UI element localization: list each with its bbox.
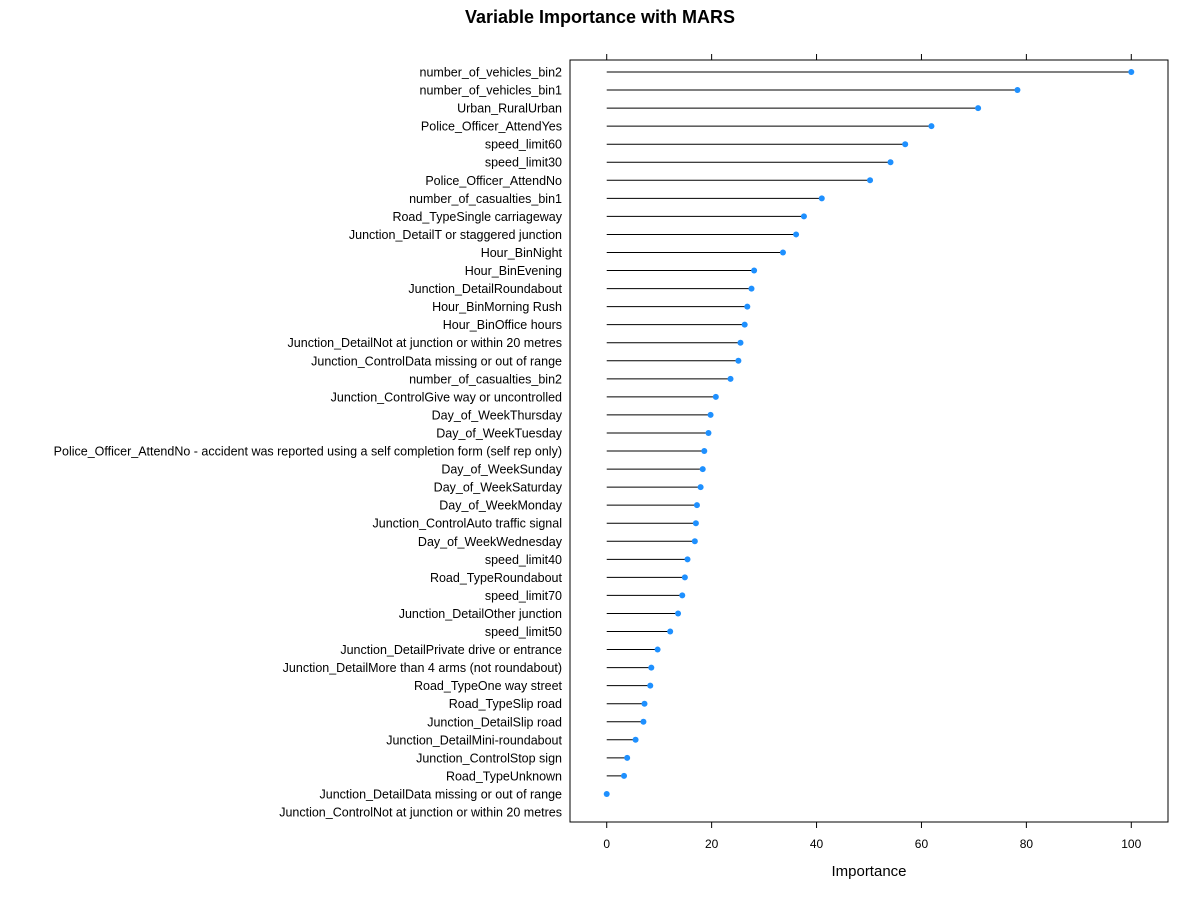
category-label: Junction_DetailSlip road [427,715,562,729]
importance-point [675,610,682,617]
importance-point [975,105,982,112]
category-label: Day_of_WeekSaturday [434,481,563,495]
importance-point [641,700,648,707]
importance-point [818,195,825,202]
importance-point [654,646,661,653]
importance-point [679,592,686,599]
importance-point [793,231,800,238]
importance-point [800,213,807,220]
importance-point [737,339,744,346]
importance-point [744,303,751,310]
importance-point [707,411,714,418]
category-label: number_of_vehicles_bin2 [420,66,563,80]
importance-point [705,429,712,436]
importance-point [727,375,734,382]
importance-point [699,466,706,473]
importance-point [867,177,874,184]
category-label: speed_limit50 [485,625,562,639]
importance-point [603,790,610,797]
importance-point [684,556,691,563]
importance-point [681,574,688,581]
category-label: Day_of_WeekTuesday [436,426,563,440]
importance-point [693,502,700,509]
category-label: Junction_DetailData missing or out of ra… [320,787,563,801]
category-label: Road_TypeUnknown [446,769,562,783]
top-axis-ticks [606,54,1132,60]
category-label: Hour_BinMorning Rush [432,300,562,314]
category-label: Junction_DetailNot at junction or within… [288,336,562,350]
importance-point [751,267,758,274]
category-label: Day_of_WeekThursday [432,408,563,422]
category-label: Junction_DetailOther junction [399,607,562,621]
importance-point [692,520,699,527]
category-label: number_of_casualties_bin2 [409,372,562,386]
bottom-axis-ticks [606,822,1132,828]
importance-point [621,772,628,779]
x-tick-label: 60 [915,837,929,851]
importance-point [632,736,639,743]
x-tick-label: 20 [705,837,719,851]
category-label: Hour_BinNight [481,246,563,260]
importance-point [697,484,704,491]
category-label: Junction_DetailRoundabout [408,282,562,296]
category-label: number_of_vehicles_bin1 [420,84,563,98]
importance-point [735,357,742,364]
category-label: Junction_ControlNot at junction or withi… [279,806,562,820]
importance-point [1014,87,1021,94]
category-label: Junction_DetailMore than 4 arms (not rou… [283,661,562,675]
category-label: Police_Officer_AttendNo - accident was r… [54,445,562,459]
importance-point [712,393,719,400]
importance-point [624,754,631,761]
category-label: Road_TypeSlip road [449,697,562,711]
category-label: Hour_BinOffice hours [443,318,562,332]
importance-point [640,718,647,725]
plot-frame [569,59,1169,823]
category-label: Urban_RuralUrban [457,102,562,116]
importance-lollipops [603,69,1135,797]
x-tick-labels: 0 20 40 60 80 100 [603,837,1141,851]
importance-point [1128,69,1135,75]
category-label: Road_TypeRoundabout [430,571,563,585]
importance-point [691,538,698,545]
importance-point [748,285,755,292]
category-label: Junction_ControlStop sign [416,751,562,765]
x-axis-label: Importance [831,863,906,880]
category-labels: number_of_vehicles_bin2 number_of_vehicle… [54,66,563,820]
category-label: Police_Officer_AttendYes [421,120,562,134]
category-label: Hour_BinEvening [465,264,562,278]
category-label: Junction_ControlGive way or uncontrolled [331,390,562,404]
importance-point [648,664,655,671]
category-label: speed_limit30 [485,156,562,170]
category-label: Road_TypeSingle carriageway [392,210,562,224]
importance-point [741,321,748,328]
x-tick-label: 80 [1020,837,1034,851]
x-tick-label: 40 [810,837,824,851]
category-label: Police_Officer_AttendNo [425,174,562,188]
category-label: Day_of_WeekMonday [439,499,563,513]
importance-point [928,123,935,130]
importance-point [667,628,674,635]
importance-point [902,141,909,148]
category-label: speed_limit40 [485,553,562,567]
category-label: Day_of_WeekWednesday [418,535,563,549]
category-label: Junction_ControlAuto traffic signal [373,517,562,531]
category-label: Junction_DetailT or staggered junction [349,228,562,242]
importance-point [647,682,654,689]
x-tick-label: 100 [1121,837,1141,851]
chart-title: Variable Importance with MARS [465,7,735,27]
x-tick-label: 0 [603,837,610,851]
importance-point [887,159,894,166]
importance-point [701,448,708,455]
category-label: number_of_casualties_bin1 [409,192,562,206]
category-label: Junction_ControlData missing or out of r… [311,354,562,368]
category-label: Day_of_WeekSunday [441,463,562,477]
category-label: Junction_DetailMini-roundabout [386,733,562,747]
category-label: Junction_DetailPrivate drive or entrance [340,643,562,657]
category-label: speed_limit60 [485,138,562,152]
category-label: speed_limit70 [485,589,562,603]
category-label: Road_TypeOne way street [414,679,563,693]
importance-point [779,249,786,256]
